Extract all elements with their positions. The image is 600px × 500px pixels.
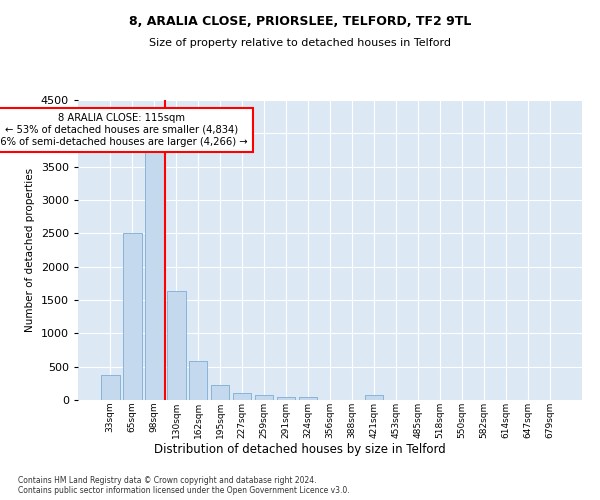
Bar [299,398,317,400]
Bar [167,292,185,400]
Text: 8 ARALIA CLOSE: 115sqm
← 53% of detached houses are smaller (4,834)
46% of semi-: 8 ARALIA CLOSE: 115sqm ← 53% of detached… [0,114,248,146]
Bar [233,392,251,400]
Bar [255,396,274,400]
Text: 8, ARALIA CLOSE, PRIORSLEE, TELFORD, TF2 9TL: 8, ARALIA CLOSE, PRIORSLEE, TELFORD, TF2… [129,15,471,28]
Bar [101,376,119,400]
Bar [211,384,229,400]
Bar [123,234,142,400]
Text: Size of property relative to detached houses in Telford: Size of property relative to detached ho… [149,38,451,48]
Bar [145,152,164,400]
Y-axis label: Number of detached properties: Number of detached properties [25,168,35,332]
Bar [189,360,208,400]
Text: Distribution of detached houses by size in Telford: Distribution of detached houses by size … [154,442,446,456]
Bar [277,396,295,400]
Text: Contains HM Land Registry data © Crown copyright and database right 2024.
Contai: Contains HM Land Registry data © Crown c… [18,476,350,495]
Bar [365,396,383,400]
